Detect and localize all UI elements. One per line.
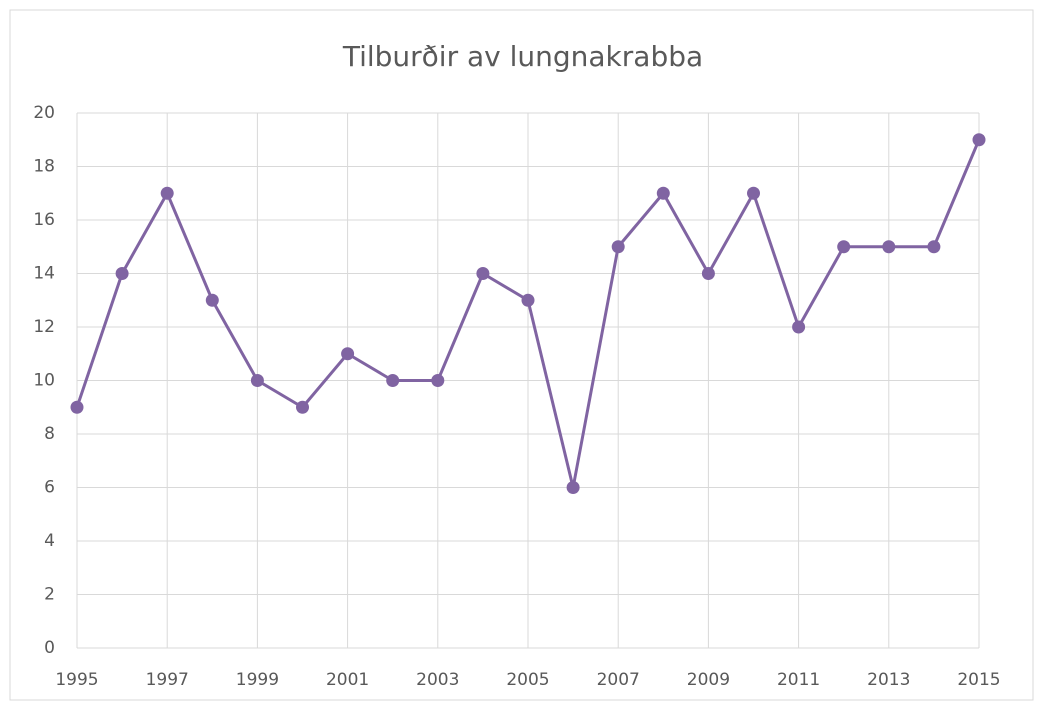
data-point — [521, 293, 535, 307]
x-tick-label: 2003 — [416, 670, 459, 690]
data-point — [205, 293, 219, 307]
x-tick-label: 2013 — [867, 670, 910, 690]
x-tick-label: 1997 — [146, 670, 189, 690]
x-tick-label: 1995 — [55, 670, 98, 690]
x-tick-label: 2011 — [777, 670, 820, 690]
y-tick-label: 18 — [33, 157, 55, 177]
data-point — [160, 186, 174, 200]
data-point — [431, 374, 445, 387]
y-tick-label: 0 — [44, 638, 55, 658]
y-tick-label: 12 — [33, 317, 55, 337]
data-point — [566, 481, 580, 494]
data-point — [792, 320, 806, 334]
x-tick-label: 2009 — [687, 670, 730, 690]
data-point — [386, 374, 400, 387]
x-tick-label: 1999 — [236, 670, 279, 690]
x-tick-label: 2001 — [326, 670, 369, 690]
data-point — [476, 267, 490, 280]
data-point — [927, 240, 941, 254]
x-tick-label: 2015 — [957, 670, 1000, 690]
y-tick-label: 10 — [33, 371, 55, 391]
data-point — [701, 267, 715, 280]
data-point — [747, 186, 760, 200]
data-point — [296, 400, 309, 414]
data-point — [115, 267, 129, 280]
chart-frame — [9, 9, 1034, 701]
y-tick-label: 4 — [44, 531, 55, 551]
y-tick-label: 16 — [33, 210, 55, 230]
data-point — [611, 240, 625, 254]
data-point — [882, 240, 896, 254]
data-point — [837, 240, 851, 254]
data-point — [656, 186, 670, 200]
y-tick-label: 14 — [33, 264, 55, 284]
x-tick-label: 2005 — [506, 670, 549, 690]
chart-title: Tilburðir av lungnakrabba — [342, 40, 703, 73]
data-point — [341, 347, 355, 361]
y-tick-label: 6 — [44, 478, 55, 498]
y-tick-label: 8 — [44, 424, 55, 444]
y-tick-label: 2 — [44, 585, 55, 605]
data-point — [250, 374, 264, 387]
data-point — [70, 400, 84, 414]
x-tick-label: 2007 — [597, 670, 640, 690]
data-point — [972, 133, 986, 147]
y-tick-label: 20 — [33, 103, 55, 123]
